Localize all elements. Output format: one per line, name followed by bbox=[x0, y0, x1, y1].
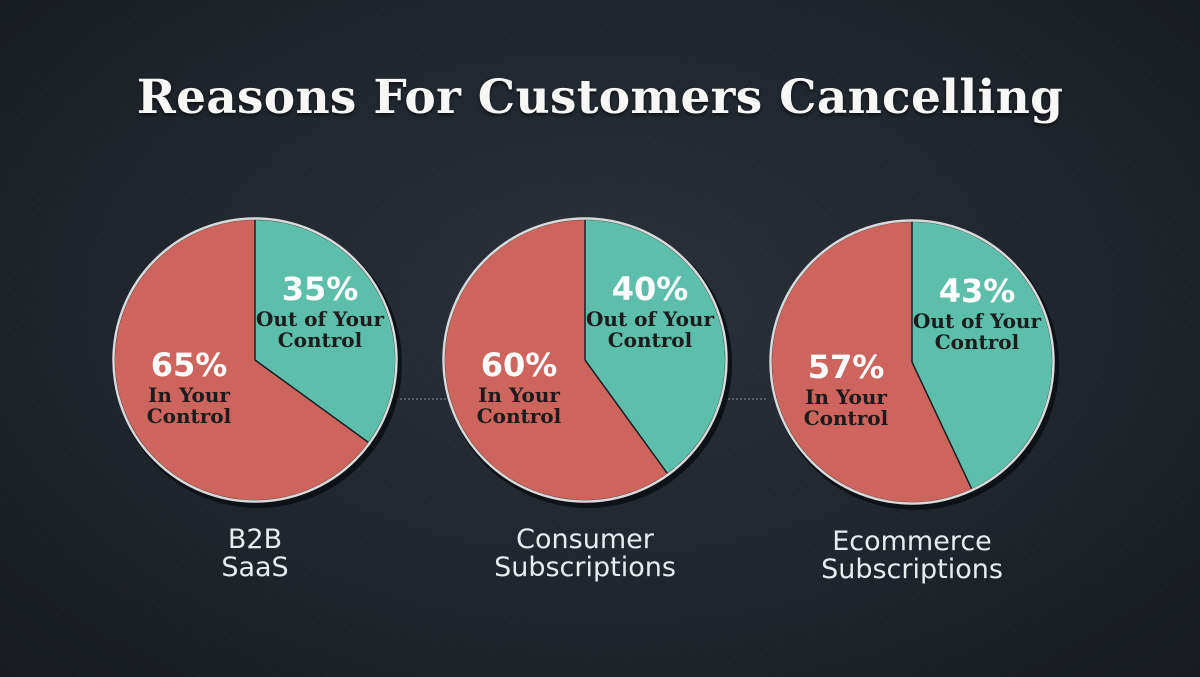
slice-divider bbox=[584, 359, 668, 474]
slice-text-label: Control bbox=[804, 406, 889, 430]
slice-text-label: Control bbox=[935, 330, 1020, 354]
pie-slice-in-control bbox=[772, 222, 972, 502]
slice-text-label: Out of Your bbox=[913, 309, 1041, 333]
slice-text-label: Out of Your bbox=[586, 307, 714, 331]
slice-text-label: Out of Your bbox=[256, 307, 384, 331]
slice-text-label: In Your bbox=[805, 385, 887, 409]
pie-rim bbox=[769, 219, 1055, 505]
pie-rim bbox=[442, 217, 728, 503]
slice-divider bbox=[254, 359, 369, 443]
category-label: Subscriptions bbox=[821, 554, 1003, 585]
slice-text-label: Control bbox=[147, 404, 232, 428]
page-title: Reasons For Customers Cancelling bbox=[136, 70, 1064, 125]
category-label: SaaS bbox=[221, 552, 288, 583]
slice-text-label: In Your bbox=[148, 383, 230, 407]
slice-text-label: Control bbox=[278, 328, 363, 352]
slice-percent-label: 40% bbox=[612, 270, 689, 308]
slice-divider bbox=[911, 361, 973, 489]
category-label: Consumer bbox=[516, 524, 655, 555]
category-label: B2B bbox=[228, 524, 282, 555]
pie-slice-out-of-control bbox=[255, 220, 395, 443]
category-label: Ecommerce bbox=[832, 526, 992, 557]
slice-percent-label: 57% bbox=[808, 348, 885, 386]
slice-percent-label: 65% bbox=[151, 346, 228, 384]
pie-slice-out-of-control bbox=[912, 222, 1053, 489]
slice-text-label: In Your bbox=[478, 383, 560, 407]
category-label: Subscriptions bbox=[494, 552, 676, 583]
pie-slice-in-control bbox=[444, 220, 668, 500]
slice-percent-label: 43% bbox=[939, 272, 1016, 310]
pie-rim bbox=[112, 217, 398, 503]
slice-text-label: Control bbox=[608, 328, 693, 352]
slice-percent-label: 35% bbox=[282, 270, 359, 308]
slice-percent-label: 60% bbox=[481, 346, 558, 384]
slice-text-label: Control bbox=[477, 404, 562, 428]
pie-slice-in-control bbox=[114, 220, 369, 501]
pie-slice-out-of-control bbox=[585, 220, 725, 474]
